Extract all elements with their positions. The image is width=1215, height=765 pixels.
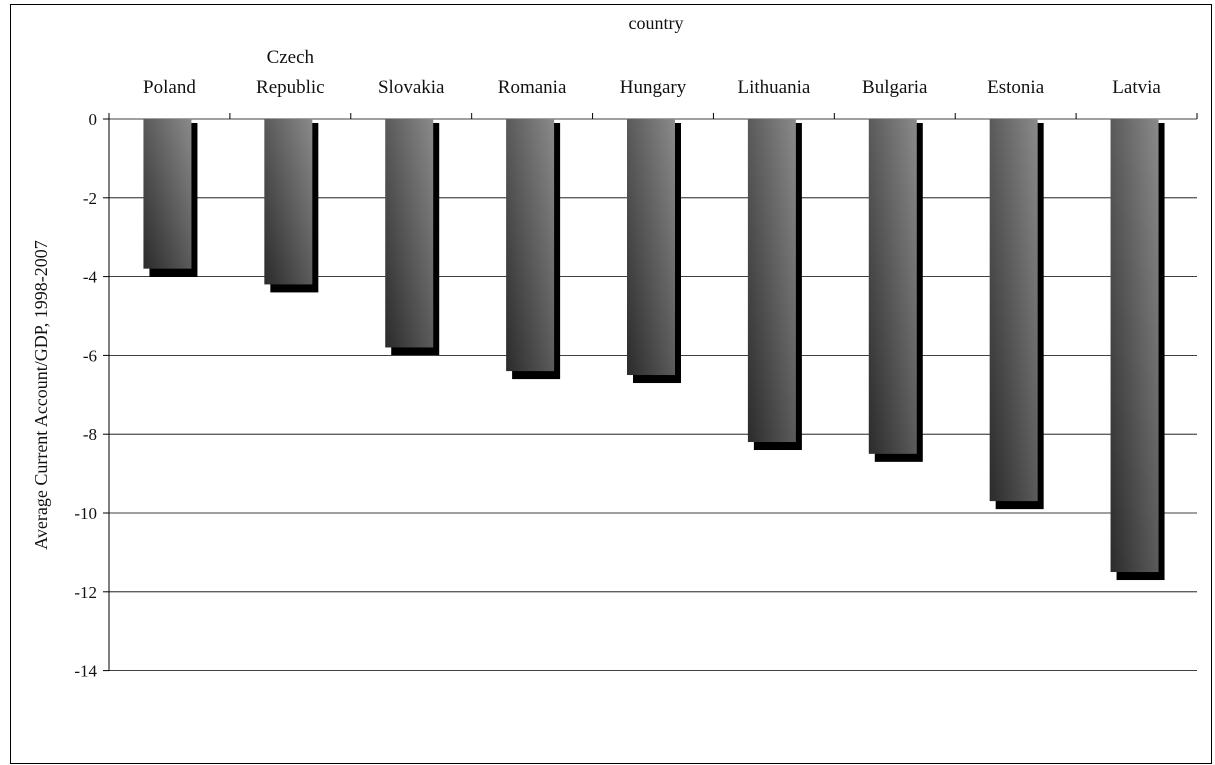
bar: [627, 119, 675, 376]
bar: [989, 119, 1038, 502]
x-axis-categories: Poland Czech Republic Slovakia Romania Hungar…: [108, 47, 1198, 119]
y-tick-label: -6: [83, 346, 97, 365]
y-tick-label: -10: [74, 504, 97, 523]
bar: [143, 119, 192, 269]
bars: [143, 119, 1165, 581]
y-tick-label: 0: [89, 110, 98, 129]
category-label: Romania: [498, 77, 567, 98]
category-label: Estonia: [987, 77, 1045, 98]
bar: [747, 119, 796, 443]
y-axis-title: Average Current Account/GDP, 1998-2007: [31, 240, 51, 550]
category-label: Poland: [143, 77, 196, 98]
category-label: Lithuania: [737, 77, 810, 98]
y-axis-ticks: 0 -2 -4 -6 -8 -10 -12 -14: [74, 110, 110, 681]
y-tick-label: -2: [83, 189, 97, 208]
category-label: Czech: [267, 47, 315, 68]
x-axis-title: country: [629, 13, 684, 33]
y-tick-label: -4: [83, 268, 98, 287]
bar: [1110, 119, 1159, 573]
bar-chart: 0 -2 -4 -6 -8 -10 -12 -14 Poland Czech Republic Sl…: [31, 13, 1198, 681]
y-tick-label: -8: [83, 425, 97, 444]
category-label: Republic: [256, 77, 325, 98]
bar: [506, 119, 555, 372]
category-label: Latvia: [1112, 77, 1161, 98]
bar: [385, 119, 434, 348]
chart-frame: 0 -2 -4 -6 -8 -10 -12 -14 Poland Czech Republic Sl…: [10, 4, 1212, 764]
bar: [868, 119, 917, 454]
category-label: Bulgaria: [862, 77, 928, 98]
y-tick-label: -14: [74, 662, 97, 681]
category-label: Hungary: [620, 77, 687, 98]
y-tick-label: -12: [74, 583, 97, 602]
category-label: Slovakia: [378, 77, 445, 98]
bar: [264, 119, 313, 285]
